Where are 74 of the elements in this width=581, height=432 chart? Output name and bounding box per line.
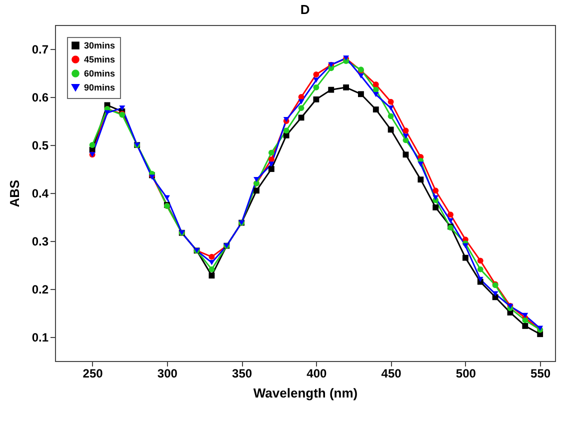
point [254,177,260,182]
y-tick-label: 0.6 [32,90,49,104]
y-tick-label: 0.7 [32,42,49,56]
point [358,91,364,98]
y-tick-label: 0.4 [32,186,49,200]
point [492,294,498,300]
point [432,188,439,194]
point [313,78,320,83]
point [119,105,126,111]
point [448,212,454,218]
point [402,134,409,139]
point [328,86,334,93]
point [298,105,304,111]
point [358,73,364,78]
point [402,128,409,134]
point [313,96,320,102]
point [104,110,110,116]
point [343,84,350,90]
legend-label: 30mins [84,40,116,50]
point [477,258,484,264]
x-axis-title: Wavelength (nm) [253,386,358,400]
point [208,254,215,260]
point [477,276,484,282]
point [477,266,484,272]
y-tick-label: 0.1 [32,330,49,344]
point [388,126,394,133]
point [89,142,96,148]
x-tick-label: 550 [530,366,551,380]
point [462,254,468,261]
point [283,128,290,134]
x-tick-label: 350 [232,366,252,380]
y-tick-label: 0.3 [32,234,49,248]
point [283,132,290,138]
point [268,162,274,167]
y-tick-label: 0.2 [32,282,49,296]
point [492,291,498,296]
x-tick-label: 250 [82,366,104,380]
point [298,114,304,121]
point [268,150,274,156]
x-tick-label: 450 [381,366,402,380]
chart-title: D [300,2,310,17]
point [164,195,170,200]
point [313,84,320,90]
point [448,218,454,224]
point [208,266,215,272]
point [522,317,528,324]
point [372,92,379,98]
point [432,204,439,210]
point [432,195,439,200]
point [268,156,274,162]
point [388,113,394,120]
point [402,152,409,158]
point [149,174,155,180]
point [462,243,468,248]
point [313,71,320,78]
point [372,106,379,112]
legend-label: 90mins [84,82,116,92]
point [298,99,304,104]
point [418,162,424,167]
point [388,98,394,105]
x-tick-label: 400 [306,366,328,380]
point [522,312,528,318]
point [522,323,528,329]
legend-label: 45mins [84,54,116,64]
point [268,166,274,172]
point [418,176,424,183]
point [254,188,260,194]
x-tick-label: 500 [456,366,476,380]
y-axis-title: ABS [6,179,22,208]
legend-label: 60mins [84,68,116,78]
point [208,272,215,279]
x-tick-label: 300 [157,366,178,380]
y-tick-label: 0.5 [32,138,49,152]
point [372,82,379,88]
